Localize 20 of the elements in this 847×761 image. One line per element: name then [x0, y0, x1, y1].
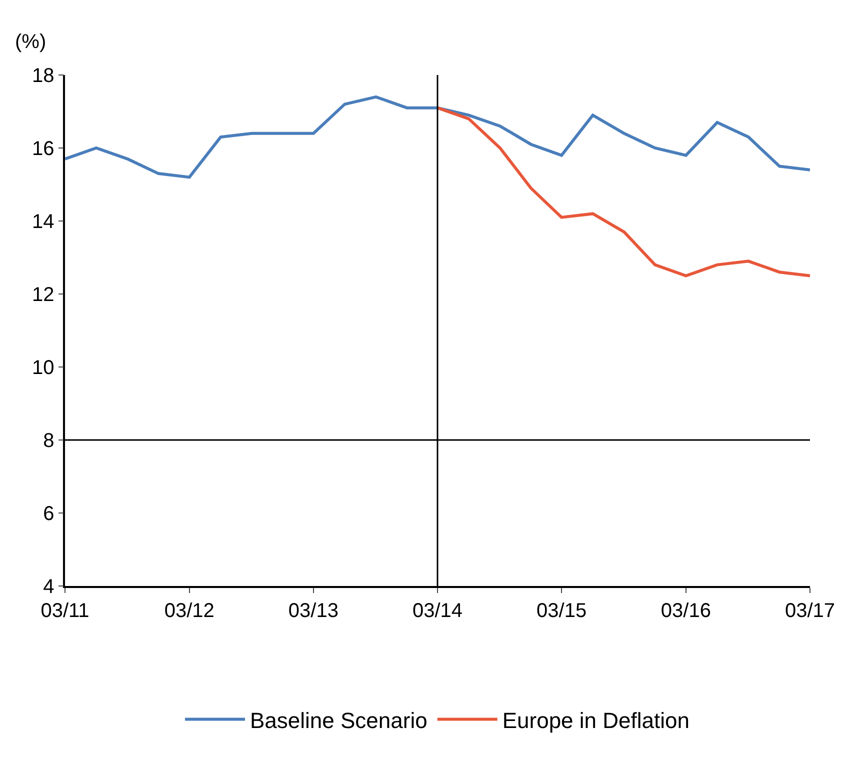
y-tick-label: 4: [43, 576, 54, 598]
y-tick-label: 18: [32, 65, 54, 87]
legend-label: Baseline Scenario: [250, 708, 428, 733]
y-tick-label: 16: [32, 138, 54, 160]
line-series: [436, 106, 810, 278]
y-tick-label: 8: [43, 430, 54, 452]
x-tick-label: 03/11: [40, 600, 90, 622]
y-tick-label: 14: [32, 211, 54, 233]
legend-label: Europe in Deflation: [502, 708, 690, 733]
x-tick-label: 03/13: [288, 600, 338, 622]
y-tick-label: 10: [32, 357, 54, 379]
line-series: [65, 95, 810, 179]
y-axis-title: (%): [15, 31, 46, 53]
y-tick-label: 6: [43, 503, 54, 525]
y-tick-label: 12: [32, 284, 54, 306]
x-tick-label: 03/12: [164, 600, 214, 622]
x-tick-label: 03/14: [412, 600, 463, 622]
x-tick-label: 03/17: [784, 600, 836, 622]
x-tick-label: 03/16: [660, 600, 711, 622]
x-tick-label: 03/15: [536, 600, 587, 622]
